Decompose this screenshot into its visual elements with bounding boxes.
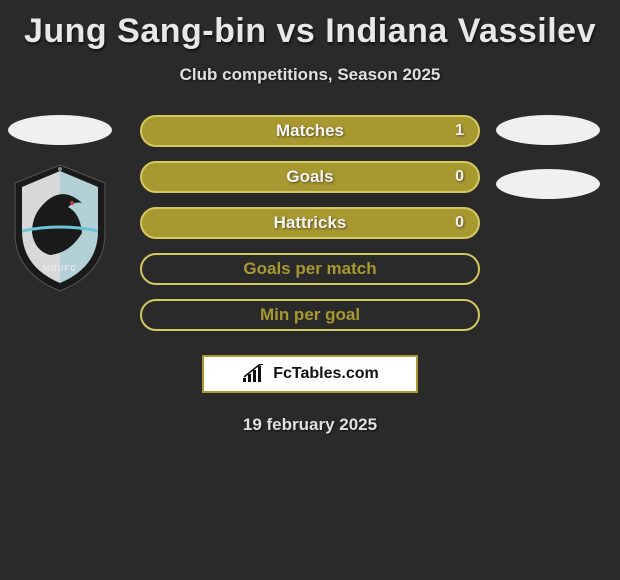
club-badge-icon: MNUFC [10,163,110,293]
player-placeholder-right-1 [496,115,600,145]
player-placeholder-left [8,115,112,145]
club-badge: MNUFC [10,163,110,293]
stats-list: Matches 1 Goals 0 Hattricks 0 Goals per … [140,115,480,331]
stat-label: Goals [286,167,333,187]
stat-row-goals: Goals 0 [140,161,480,193]
svg-text:MNUFC: MNUFC [43,264,77,273]
source-logo-icon [241,364,269,384]
stat-label: Matches [276,121,344,141]
stat-value: 0 [455,214,464,232]
page-title: Jung Sang-bin vs Indiana Vassilev [0,0,620,51]
source-attribution: FcTables.com [202,355,418,393]
source-text: FcTables.com [273,365,379,383]
date-text: 19 february 2025 [0,415,620,435]
right-column [496,115,600,217]
stat-label: Min per goal [260,305,360,325]
stat-row-goals-per-match: Goals per match [140,253,480,285]
stat-row-min-per-goal: Min per goal [140,299,480,331]
stat-row-hattricks: Hattricks 0 [140,207,480,239]
stat-label: Hattricks [274,213,347,233]
player-placeholder-right-2 [496,169,600,199]
stat-row-matches: Matches 1 [140,115,480,147]
left-column: MNUFC [8,115,112,293]
stat-value: 0 [455,168,464,186]
stats-area: MNUFC Matches 1 Goals 0 Hattricks 0 Goal… [0,115,620,331]
stat-value: 1 [455,122,464,140]
subtitle: Club competitions, Season 2025 [0,65,620,85]
stat-label: Goals per match [243,259,376,279]
